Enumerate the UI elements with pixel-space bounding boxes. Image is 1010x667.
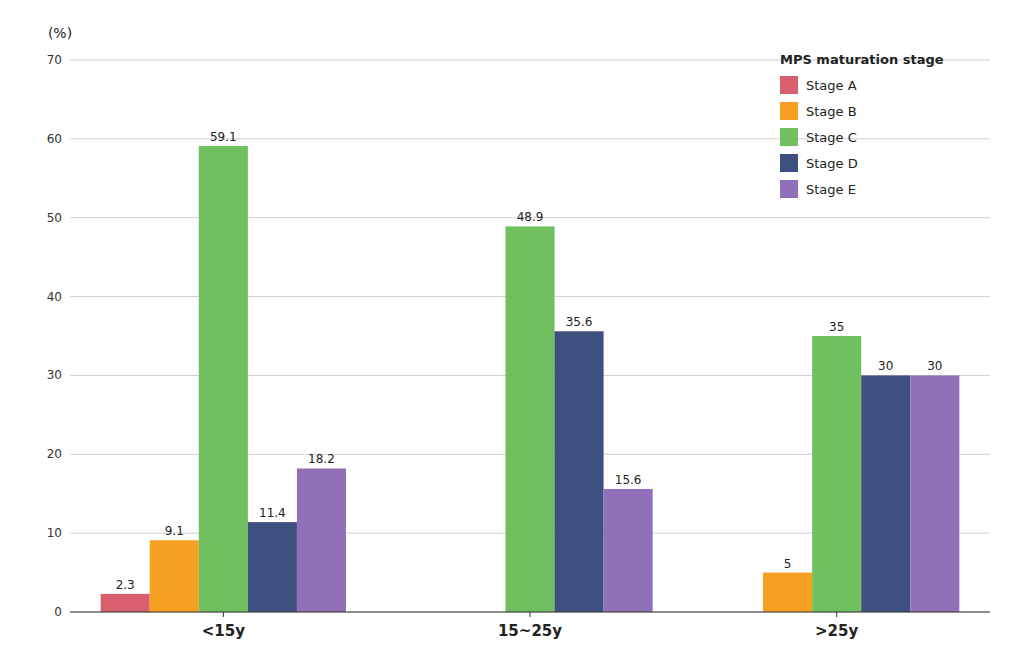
- data-label: 9.1: [165, 524, 184, 538]
- data-label: 59.1: [210, 130, 237, 144]
- x-tick-label: <15y: [202, 622, 245, 640]
- grid: [70, 60, 990, 612]
- data-label: 11.4: [259, 506, 286, 520]
- y-tick-label: 40: [47, 290, 62, 304]
- y-tick-label: 10: [47, 526, 62, 540]
- legend-label: Stage E: [806, 182, 856, 197]
- bar: [910, 375, 959, 612]
- legend: MPS maturation stage Stage A Stage B Stage …: [780, 52, 944, 198]
- y-tick-label: 60: [47, 132, 62, 146]
- y-axis-label: (%): [48, 25, 72, 41]
- bar: [297, 468, 346, 612]
- y-tick-label: 70: [47, 53, 62, 67]
- data-label: 35: [829, 320, 844, 334]
- bar: [150, 540, 199, 612]
- x-tick-label: 15~25y: [498, 622, 562, 640]
- data-label: 15.6: [615, 473, 642, 487]
- data-label: 2.3: [116, 578, 135, 592]
- x-tick: [223, 612, 224, 617]
- bar: [861, 375, 910, 612]
- legend-swatch: [780, 76, 798, 94]
- legend-swatch: [780, 102, 798, 120]
- data-label: 48.9: [517, 210, 544, 224]
- bar: [604, 489, 653, 612]
- data-label: 30: [927, 359, 942, 373]
- bar: [101, 594, 150, 612]
- data-label: 35.6: [566, 315, 593, 329]
- x-tick-label: >25y: [815, 622, 858, 640]
- bar: [505, 226, 554, 612]
- bars: [101, 146, 960, 612]
- y-tick-label: 30: [47, 368, 62, 382]
- bar: [763, 573, 812, 612]
- bar: [555, 331, 604, 612]
- y-tick-label: 20: [47, 447, 62, 461]
- legend-swatch: [780, 180, 798, 198]
- data-label: 30: [878, 359, 893, 373]
- legend-label: Stage A: [806, 78, 857, 93]
- bar: [248, 522, 297, 612]
- data-label: 18.2: [308, 452, 335, 466]
- data-label: 5: [784, 557, 792, 571]
- chart: 0 10 20 30 40 50 60 70 (%) 2.3 9.1 5 59.1 48.9 35 11.4 3…: [0, 0, 1010, 667]
- bar: [199, 146, 248, 612]
- legend-swatch: [780, 154, 798, 172]
- legend-title: MPS maturation stage: [780, 52, 944, 67]
- x-tick: [836, 612, 837, 617]
- legend-swatch: [780, 128, 798, 146]
- legend-label: Stage D: [806, 156, 858, 171]
- x-tick: [530, 612, 531, 617]
- y-tick-label: 0: [54, 605, 62, 619]
- legend-label: Stage B: [806, 104, 857, 119]
- bar: [812, 336, 861, 612]
- legend-label: Stage C: [806, 130, 857, 145]
- y-tick-label: 50: [47, 211, 62, 225]
- data-labels: 2.3 9.1 5 59.1 48.9 35 11.4 35.6 30 18.2 15.6 30: [116, 130, 943, 592]
